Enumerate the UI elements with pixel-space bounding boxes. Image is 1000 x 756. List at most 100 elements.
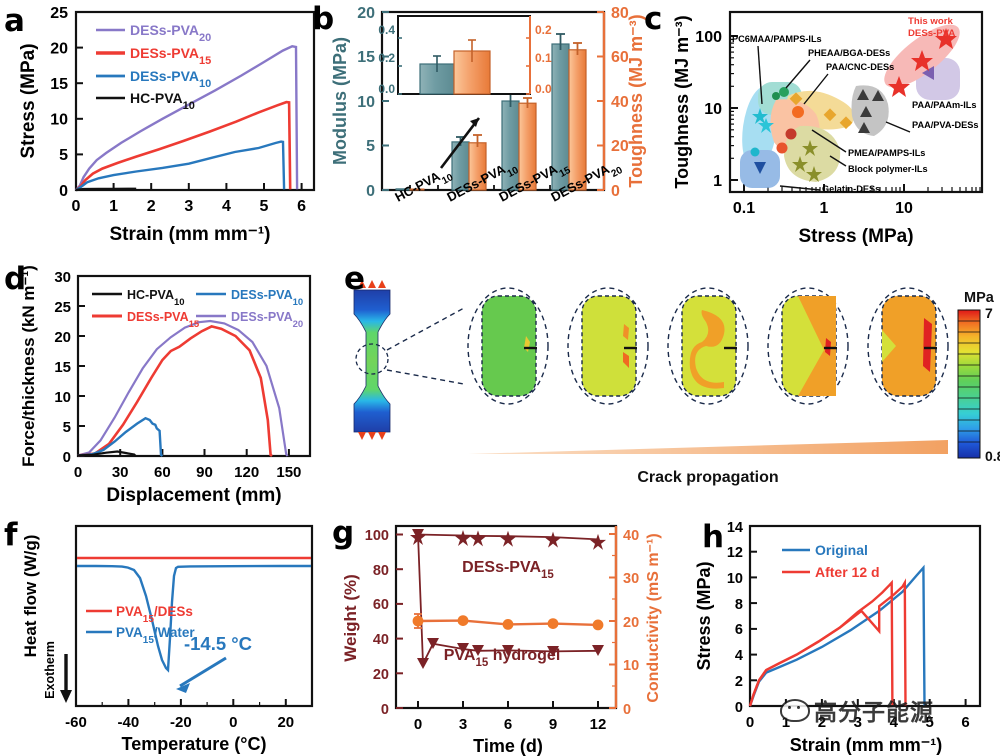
panel-h-xtick-0: 0 [746,714,754,731]
panel-c: c 1 10 100 [644,0,1000,258]
panel-a-legend-0: DESs-PVA20 [130,22,211,44]
panel-b-plot-area: 0 5 10 15 20 0 20 40 60 80 [330,5,646,205]
panel-e-stage-3 [667,287,749,405]
panel-a-xtick-6: 6 [297,198,306,215]
stage-5-cracktip [923,318,932,372]
stage-3-circle [667,287,749,405]
panel-h-legend: Original After 12 d [782,542,880,580]
panel-h-xlabel: Strain (mm mm⁻¹) [790,735,943,755]
marker-pmea-2 [785,128,797,140]
panel-g-markers-conductivity [412,615,604,631]
marker-pheaa-1 [779,87,789,97]
panel-f: f -60 -40 -20 0 20 [0,508,340,756]
panel-b-ytick-l3: 15 [357,49,375,66]
marker-pc6maa-1 [752,108,768,124]
marker-thiswork-2 [911,50,933,71]
panel-c-chart: 1 10 100 [672,10,984,247]
panel-h-xtick-2: 2 [818,714,826,731]
panel-d-xtick-4: 120 [234,464,259,481]
panel-f-xtick-4: 20 [277,714,294,731]
panel-e: e [340,258,1000,508]
panel-b-ylabel-left: Modulus (MPa) [330,37,350,165]
panel-h-ylabel: Stress (MPa) [694,561,714,670]
crack-propagation-wedge [468,440,948,454]
panel-a-plot-area: 0 5 10 15 20 25 0 1 2 3 4 5 6 [18,5,316,245]
panel-f-plot-area: -60 -40 -20 0 20 PVA15/DESs PVA15/Water … [21,524,314,754]
panel-b-zoom-arrow-icon [439,117,481,169]
marker-paapva-1 [857,89,869,100]
stage-5-left-notch [882,330,896,362]
colorbar-max-label: 7 [985,305,993,321]
panel-h-ytick-4: 8 [735,597,743,613]
panel-a-xlabel: Strain (mm mm⁻¹) [110,224,271,245]
stage-4-circle [767,287,849,405]
panel-a-ytick-5: 25 [50,5,68,22]
panel-c-highlight-line2: DESs-PVA [908,28,955,39]
panel-h-ytick-5: 10 [727,571,743,587]
panel-b-ytick-r2: 40 [611,94,629,111]
panel-d-ytick-1: 5 [63,419,71,436]
panel-g-xtick-4: 12 [590,716,607,733]
panel-d-curve-blue [77,416,164,457]
panel-b-inset-ytick-r1: 0.1 [535,51,552,65]
panel-b-ytick-l4: 20 [357,5,375,22]
panel-b-bar-group-3 [551,33,587,191]
panel-g-ytick-l5: 100 [365,528,389,544]
zoom-leader-top [386,307,465,351]
panel-a-ytick-0: 0 [59,183,68,200]
panel-g-ytick-r2: 20 [623,615,639,631]
panel-a-curve-black [75,187,137,192]
panel-a-xtick-2: 2 [147,198,156,215]
panel-f-xlabel: Temperature (°C) [122,734,267,754]
panel-e-stage-1 [467,287,549,405]
panel-h: h 0 2 4 6 8 10 12 14 [670,508,1000,756]
panel-c-cluster-label-7: PAA/PAAm-ILs [912,100,977,110]
panel-d-xtick-1: 30 [112,464,129,481]
marker-paapva-3 [860,106,872,117]
panel-a-label: a [4,3,25,39]
colorbar-unit: MPa [964,290,995,306]
panel-h-chart: 0 2 4 6 8 10 12 14 0 1 2 3 4 5 [694,520,982,755]
stage-4-plastic-zone [798,296,836,396]
panel-d-ytick-4: 20 [54,329,71,346]
panel-c-ytick-0: 1 [713,173,722,190]
panel-d-xtick-5: 150 [276,464,301,481]
panel-d-xtick-0: 0 [74,464,82,481]
panel-a-xtick-4: 4 [222,198,231,215]
panel-c-xtick-1: 1 [820,200,829,217]
panel-d-ytick-0: 0 [63,449,71,466]
watermark: 高分子能源 [780,693,934,727]
panel-g-markers-pva [412,529,604,669]
panel-g-chart: 0 20 40 60 80 100 0 10 20 30 [341,524,662,756]
panel-a-curve-purple [75,45,299,191]
panel-a-xtick-0: 0 [72,198,81,215]
panel-e-diagram: Crack propagation MPa 7 0.8 [353,280,1000,486]
panel-c-plot-area: 1 10 100 [672,10,984,247]
panel-h-xtick-3: 3 [854,714,862,731]
stage-2-cracktip-upper [623,324,629,340]
panel-g-ytick-r0: 0 [623,702,631,718]
panel-d-ytick-2: 10 [54,389,71,406]
panel-g-xtick-3: 9 [549,716,557,733]
panel-b-ytick-r4: 80 [611,5,629,22]
panel-g-annotation-1: PVA15 hydrogel [444,647,561,669]
panel-h-xtick-5: 5 [926,714,934,731]
panel-d-plot-area: 0 5 10 15 20 25 30 0 30 60 90 120 150 [19,265,312,506]
panel-f-legend-0: PVA15/DESs [116,604,193,625]
panel-d-curve-red [77,325,273,457]
panel-a-legend-1: DESs-PVA15 [130,45,211,67]
panel-a-legend: DESs-PVA20 DESs-PVA15 DESs-PVA10 HC-PVA1… [96,22,211,112]
panel-c-ytick-1: 10 [704,101,722,118]
panel-h-ytick-6: 12 [727,545,743,561]
panel-g-ytick-r4: 40 [623,528,639,544]
panel-f-legend-1: PVA15/Water [116,625,195,646]
panel-a-ylabel: Stress (MPa) [18,43,39,158]
panel-d-ytick-5: 25 [54,299,71,316]
panel-g-xtick-2: 6 [504,716,512,733]
panel-b-inset-ytick-l2: 0.4 [378,23,395,37]
stage-5-circle [867,287,949,405]
panel-f-xtick-3: 0 [229,714,237,731]
panel-f-legend: PVA15/DESs PVA15/Water [86,604,195,646]
panel-h-curve-after-fix [748,579,894,707]
